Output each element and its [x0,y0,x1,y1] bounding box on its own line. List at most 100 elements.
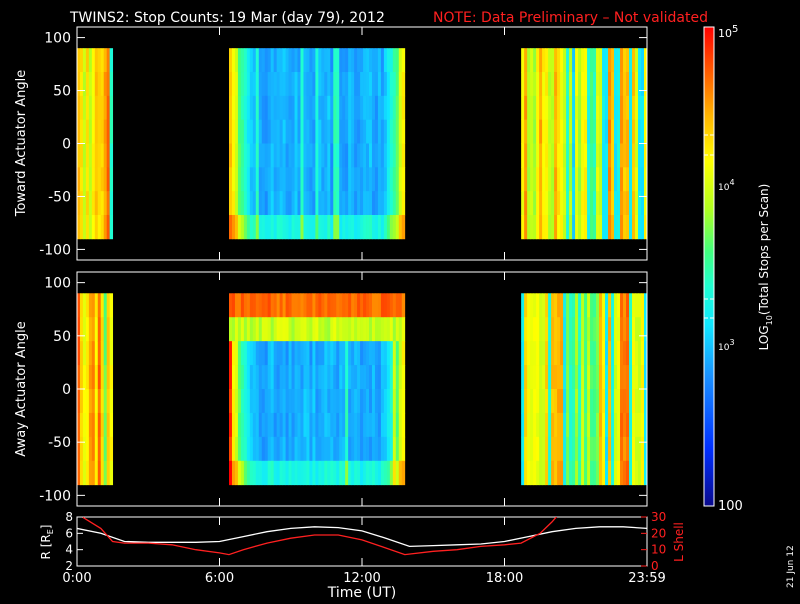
heatmap-cell [94,412,99,438]
heatmap-cell [629,214,633,240]
heatmap-cell [77,214,81,240]
heatmap-cell [294,365,298,390]
heatmap-cell [85,436,90,462]
heatmap-cell [348,119,352,144]
heatmap-cell [291,143,295,168]
heatmap-cell [371,143,376,168]
heatmap-cell [306,119,310,144]
heatmap-cell [330,317,334,342]
heatmap-cell [348,72,352,97]
y-tick-label: 0 [62,137,71,153]
heatmap-cell [297,95,301,121]
y-tick-label: -50 [48,435,71,451]
heatmap-cell [321,341,325,366]
heatmap-cell [605,95,609,121]
heatmap-cell [327,119,331,144]
heatmap-cell [620,167,624,192]
heatmap-cell [229,167,233,192]
heatmap-cell [88,119,93,144]
heatmap-cell [548,389,552,414]
heatmap-cell [641,214,645,240]
heatmap-cell [380,48,385,73]
heatmap-cell [566,460,570,486]
heatmap-cell [593,389,597,414]
heatmap-cell [395,119,400,144]
heatmap-cell [557,95,561,121]
heatmap-cell [380,341,385,366]
heatmap-cell [279,317,284,342]
heatmap-cell [524,143,528,168]
heatmap-cell [246,293,251,318]
heatmap-cell [91,167,96,192]
heatmap-cell [383,412,388,438]
heatmap-cell [246,436,251,462]
heatmap-cell [103,191,108,216]
heatmap-cell [324,460,328,486]
heatmap-cell [386,119,391,144]
heatmap-cell [395,214,400,240]
heatmap-cell [327,365,331,390]
heatmap-cell [91,341,96,366]
heatmap-cell [527,460,531,486]
heatmap-cell [605,293,609,318]
heatmap-cell [276,167,281,192]
heatmap-cell [602,412,606,438]
heatmap-cell [608,341,612,366]
heatmap-cell [240,214,245,240]
heatmap-cell [366,365,370,390]
heatmap-cell [279,365,284,390]
orbit-lshell-line [81,517,558,556]
heatmap-cell [620,119,624,144]
heatmap-cell [261,293,266,318]
heatmap-cell [584,365,588,390]
heatmap-cell [77,167,81,192]
heatmap-cell [527,389,531,414]
heatmap-cell [255,95,260,121]
heatmap-cell [252,293,257,318]
heatmap-cell [386,341,391,366]
heatmap-cell [270,341,275,366]
heatmap-cell [551,143,555,168]
heatmap-cell [587,72,591,97]
heatmap-cell [309,436,313,462]
heatmap-cell [587,95,591,121]
heatmap-cell [333,389,337,414]
heatmap-cell [270,365,275,390]
heatmap-cell [563,365,567,390]
heatmap-cell [357,412,361,438]
heatmap-cell [617,214,621,240]
heatmap-cell [267,365,272,390]
heatmap-cell [623,95,627,121]
heatmap-cell [563,293,567,318]
heatmap-cell [366,167,370,192]
heatmap-cell [581,119,585,144]
heatmap-cell [551,460,555,486]
heatmap-cell [354,95,358,121]
heatmap-cell [566,167,570,192]
colorbar-label: LOG10(Total Stops per Scan) [757,184,774,351]
heatmap-cell [536,214,540,240]
heatmap-cell [554,460,558,486]
heatmap-cell [342,436,346,462]
heatmap-cell [315,341,319,366]
heatmap-cell [629,191,633,216]
heatmap-cell [596,119,600,144]
heatmap-cell [351,214,355,240]
heatmap-cell [590,191,594,216]
heatmap-cell [267,95,272,121]
heatmap-cell [602,293,606,318]
heatmap-cell [566,72,570,97]
heatmap-cell [611,72,615,97]
heatmap-cell [569,412,573,438]
heatmap-cell [342,412,346,438]
heatmap-cell [635,365,639,390]
y-tick-label: -100 [39,488,71,504]
heatmap-cell [109,191,114,216]
heatmap-cell [575,389,579,414]
heatmap-cell [297,436,301,462]
heatmap-cell [584,293,588,318]
heatmap-cell [584,412,588,438]
heatmap-cell [237,191,242,216]
heatmap-cell [357,214,361,240]
